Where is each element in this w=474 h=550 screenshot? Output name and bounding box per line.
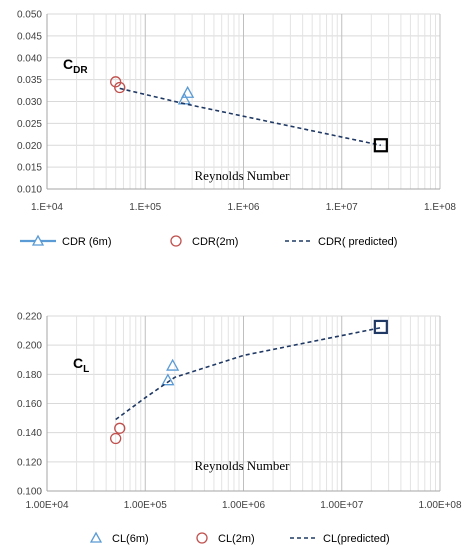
cl-legend: CL(6m) CL(2m) CL(predicted)	[89, 531, 390, 545]
cdr-x-tick-label: 1.E+06	[228, 202, 260, 213]
cdr-series	[110, 76, 388, 153]
cdr-y-tick-label: 0.040	[17, 53, 42, 64]
cdr-y-tick-label: 0.025	[17, 119, 42, 130]
cl-y-tick-label: 0.160	[17, 399, 42, 410]
cdr-legend-label: CDR(2m)	[192, 236, 238, 248]
cl-x-tick-label: 1.00E+04	[25, 500, 69, 511]
cl-x-tick-label: 1.00E+05	[124, 500, 168, 511]
cl-gridlines	[46, 315, 441, 492]
cdr-legend-triangle-marker	[31, 234, 45, 246]
cdr-2m-point	[114, 81, 126, 94]
cl-y-tick-label: 0.140	[17, 428, 42, 439]
cdr-x-tick-label: 1.E+05	[129, 202, 161, 213]
cdr-legend-item: CDR (6m)	[20, 234, 112, 248]
cdr-legend-circle-marker	[170, 235, 182, 247]
cdr-x-ticks: 1.E+04 1.E+05 1.E+06 1.E+07 1.E+08	[31, 202, 456, 213]
cl-y-ticks: 0.100 0.120 0.140 0.160 0.180 0.200 0.220	[17, 312, 42, 498]
cdr-2m-point	[110, 76, 122, 88]
cl-y-tick-label: 0.100	[17, 487, 42, 498]
cdr-legend-label: CDR( predicted)	[318, 236, 397, 248]
cl-x-tick-label: 1.00E+08	[418, 500, 462, 511]
cl-legend-label: CL(6m)	[112, 533, 149, 545]
cl-legend-circle-marker	[196, 532, 208, 544]
cl-series	[110, 319, 388, 445]
cdr-x-axis-label: Reynolds Number	[195, 168, 291, 183]
cdr-legend-item: CDR(2m)	[170, 235, 238, 248]
chart-cl: 0.100 0.120 0.140 0.160 0.180 0.200 0.220 1.00…	[17, 312, 462, 546]
cl-legend-label: CL(2m)	[218, 533, 255, 545]
chart-cdr: 0.010 0.015 0.020 0.025 0.030 0.035 0.040 0.045…	[17, 10, 456, 249]
cl-legend-item: CL(6m)	[89, 531, 149, 545]
cl-y-tick-label: 0.180	[17, 370, 42, 381]
cdr-legend: CDR (6m) CDR(2m) CDR( predicted)	[20, 234, 397, 248]
cdr-coef-label: CDR	[63, 56, 88, 76]
cl-6m-point	[161, 373, 175, 386]
cl-2m-point	[110, 432, 122, 445]
cdr-y-tick-label: 0.030	[17, 97, 42, 108]
cdr-y-tick-label: 0.035	[17, 75, 42, 86]
cl-fullscale-point	[373, 319, 388, 335]
cdr-6m-point	[181, 85, 195, 98]
cl-legend-triangle-marker	[89, 531, 103, 543]
cdr-gridlines	[46, 13, 441, 190]
cl-legend-item: CL(predicted)	[290, 533, 390, 545]
cdr-y-tick-label: 0.045	[17, 31, 42, 42]
cdr-legend-item: CDR( predicted)	[285, 236, 397, 248]
cl-coef-label: CL	[73, 355, 89, 375]
cl-legend-label: CL(predicted)	[323, 533, 390, 545]
cl-predicted-line	[115, 326, 381, 421]
cl-x-axis-label: Reynolds Number	[195, 458, 291, 473]
cdr-legend-label: CDR (6m)	[62, 236, 112, 248]
cl-x-tick-label: 1.00E+07	[320, 500, 364, 511]
cdr-x-tick-label: 1.E+04	[31, 202, 63, 213]
cdr-y-ticks: 0.010 0.015 0.020 0.025 0.030 0.035 0.040 0.045…	[17, 10, 42, 196]
cl-y-tick-label: 0.220	[17, 312, 42, 323]
cl-legend-item: CL(2m)	[196, 532, 255, 545]
cl-x-tick-label: 1.00E+06	[222, 500, 266, 511]
cdr-x-tick-label: 1.E+07	[326, 202, 358, 213]
cdr-y-tick-label: 0.020	[17, 141, 42, 152]
cdr-predicted-line	[119, 87, 381, 147]
cl-y-tick-label: 0.120	[17, 457, 42, 468]
cdr-y-tick-label: 0.015	[17, 163, 42, 174]
cdr-fullscale-point	[373, 138, 388, 153]
cdr-y-tick-label: 0.010	[17, 185, 42, 196]
cl-x-ticks: 1.00E+04 1.00E+05 1.00E+06 1.00E+07 1.00E+08	[25, 500, 462, 511]
cdr-y-tick-label: 0.050	[17, 10, 42, 21]
cl-2m-point	[114, 422, 126, 434]
cl-y-tick-label: 0.200	[17, 341, 42, 352]
cdr-x-tick-label: 1.E+08	[424, 202, 456, 213]
cl-6m-point	[166, 358, 180, 371]
cdr-6m-point	[177, 92, 191, 105]
